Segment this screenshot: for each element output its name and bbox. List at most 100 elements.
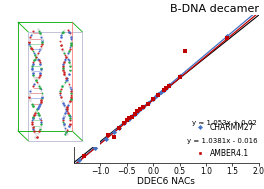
Point (67, 125, 71, 128)
Point (138, 108, 142, 111)
Point (29, 101, 33, 104)
Legend: CHARMM27, AMBER4.1: CHARMM27, AMBER4.1 (192, 122, 255, 159)
Point (67, 113, 71, 116)
Point (63, 132, 67, 135)
Point (156, 92, 161, 95)
Point (67, 61, 72, 64)
Point (69, 94, 73, 97)
Y-axis label: Force-field NACs: Force-field NACs (41, 52, 50, 126)
Point (33, 131, 37, 134)
Point (34, 79, 38, 82)
Point (61, 121, 65, 124)
Point (60, 84, 65, 87)
Point (38, 102, 42, 105)
Point (27, 43, 31, 46)
Point (61, 69, 65, 72)
Point (37, 61, 42, 64)
Point (39, 122, 43, 125)
Point (138, 107, 142, 110)
Point (30, 68, 34, 71)
Point (32, 59, 36, 62)
Point (32, 75, 36, 78)
Point (40, 37, 44, 40)
Point (61, 101, 65, 105)
Point (151, 98, 155, 101)
Point (93, 138, 97, 141)
Point (68, 69, 72, 72)
Point (69, 88, 73, 91)
Point (31, 117, 35, 120)
Point (38, 86, 42, 89)
Point (177, 75, 182, 78)
Point (58, 90, 63, 93)
Point (58, 92, 62, 95)
Point (33, 57, 37, 60)
Point (39, 68, 43, 71)
Point (167, 84, 171, 87)
Point (63, 126, 67, 129)
Point (61, 63, 65, 66)
Point (37, 50, 41, 53)
Point (67, 70, 72, 74)
Point (39, 99, 44, 102)
Point (36, 130, 41, 133)
Point (69, 40, 73, 43)
Point (39, 90, 44, 93)
Point (34, 55, 39, 58)
Point (37, 104, 41, 107)
Point (62, 70, 66, 74)
Point (35, 135, 39, 138)
Point (39, 44, 44, 47)
Point (59, 98, 63, 101)
Point (31, 62, 35, 65)
Point (66, 111, 70, 114)
Point (59, 34, 63, 37)
Point (39, 66, 43, 69)
Point (35, 108, 39, 111)
Point (29, 88, 33, 91)
Point (140, 106, 145, 109)
Point (63, 129, 68, 132)
Point (66, 103, 70, 106)
Point (37, 84, 41, 87)
Point (58, 94, 62, 97)
Point (135, 111, 139, 114)
Point (62, 123, 66, 126)
Point (33, 135, 37, 138)
Point (67, 59, 71, 62)
Point (38, 117, 43, 120)
Point (37, 128, 42, 131)
Point (62, 51, 67, 54)
Point (58, 42, 63, 45)
Point (67, 101, 71, 105)
Point (93, 146, 97, 149)
Point (66, 28, 70, 31)
Point (63, 57, 67, 60)
Point (64, 130, 68, 133)
Point (34, 55, 38, 58)
Point (68, 67, 72, 70)
Point (77, 159, 81, 162)
Point (36, 75, 41, 78)
Point (31, 30, 35, 33)
Point (39, 119, 43, 122)
Point (125, 119, 129, 122)
Point (27, 95, 31, 98)
Point (40, 91, 44, 94)
Point (30, 86, 34, 89)
Point (69, 38, 73, 41)
Point (62, 59, 67, 62)
Point (32, 52, 36, 55)
Point (66, 126, 70, 129)
Point (40, 43, 44, 46)
Point (61, 30, 65, 33)
Point (135, 110, 139, 113)
Point (32, 28, 36, 31)
Point (111, 136, 116, 139)
Point (60, 99, 64, 102)
Text: y = 1.053x + 0.02: y = 1.053x + 0.02 (192, 120, 257, 126)
Point (61, 67, 65, 70)
Point (38, 32, 42, 35)
Point (117, 126, 121, 129)
Point (60, 32, 64, 35)
